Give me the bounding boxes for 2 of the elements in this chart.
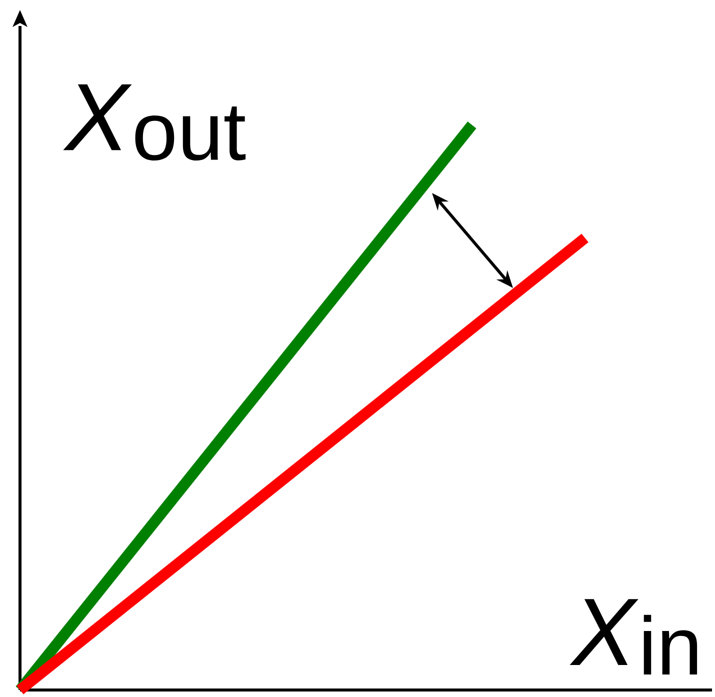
y-axis-title: X$_{out}$ bbox=[63, 84, 246, 161]
x-axis-title: X$_{in}$ bbox=[570, 599, 698, 675]
